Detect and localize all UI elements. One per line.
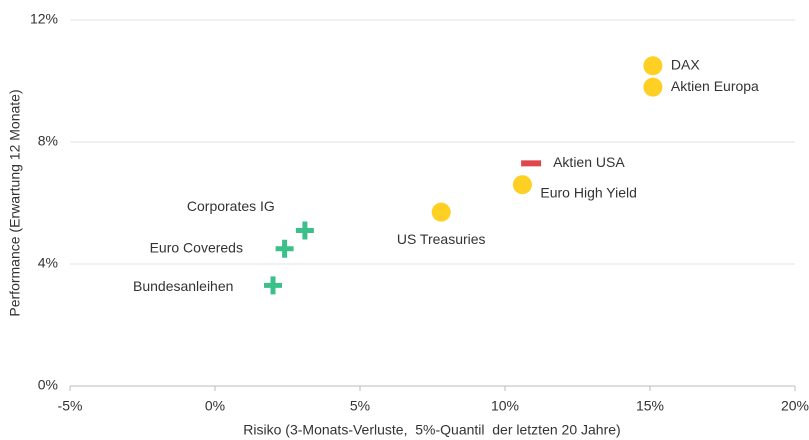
y-tick-label: 12% bbox=[30, 11, 58, 27]
scatter-point bbox=[512, 175, 532, 195]
point-label: Aktien Europa bbox=[671, 78, 759, 94]
x-tick-label: 15% bbox=[636, 398, 664, 414]
scatter-point bbox=[643, 77, 663, 97]
x-tick-label: -5% bbox=[58, 398, 83, 414]
y-axis-title: Performance (Erwartung 12 Monate) bbox=[7, 89, 23, 316]
scatter-point bbox=[431, 202, 451, 222]
scatter-point bbox=[643, 56, 663, 76]
scatter-point bbox=[264, 276, 282, 295]
scatter-point bbox=[295, 221, 314, 240]
point-label: Euro Covereds bbox=[150, 239, 243, 255]
x-axis-title: Risiko (3-Monats-Verluste, 5%-Quantil de… bbox=[243, 422, 620, 438]
y-tick-label: 4% bbox=[38, 255, 58, 271]
point-label: DAX bbox=[671, 56, 700, 72]
x-tick-label: 0% bbox=[205, 398, 225, 414]
x-tick-label: 20% bbox=[781, 398, 809, 414]
point-label: Corporates IG bbox=[187, 198, 275, 214]
point-label: US Treasuries bbox=[397, 231, 486, 247]
point-label: Bundesanleihen bbox=[133, 278, 233, 294]
y-tick-label: 8% bbox=[38, 133, 58, 149]
scatter-point bbox=[521, 160, 542, 167]
point-label: Euro High Yield bbox=[540, 184, 637, 200]
x-tick-label: 5% bbox=[350, 398, 370, 414]
y-tick-label: 0% bbox=[38, 377, 58, 393]
x-tick-label: 10% bbox=[491, 398, 519, 414]
point-label: Aktien USA bbox=[553, 154, 625, 170]
scatter-point bbox=[275, 239, 294, 258]
